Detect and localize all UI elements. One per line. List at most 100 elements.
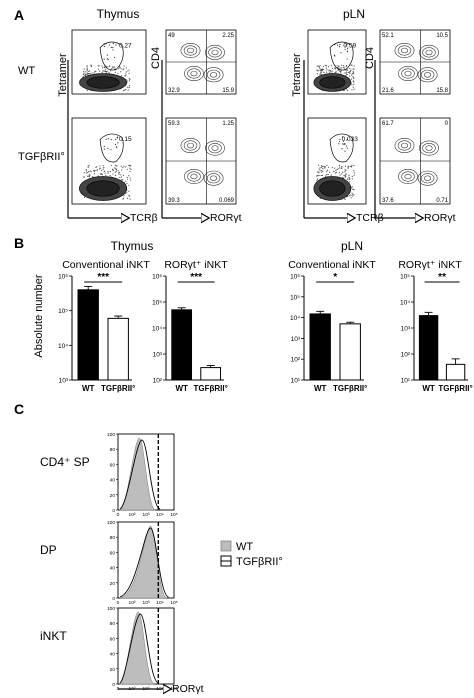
flow-event [85,172,88,174]
flow-event [127,70,129,72]
gated-event [110,46,112,48]
flow-event [118,172,120,174]
flow-event [325,71,328,73]
flow-event [128,175,130,177]
flow-event [114,174,117,177]
panel-a-pln-title: pLN [343,7,365,21]
flow-event [120,71,122,73]
legend-label-ko: TGFβRII° [236,556,283,568]
flow-event [129,177,131,179]
flow-event [128,86,130,89]
flow-event [350,197,352,199]
flow-event [96,170,98,172]
quadrant-ll: 21.6 [382,88,394,94]
flow-event [130,179,132,181]
contour-ring [187,47,195,54]
significance-stars: ** [438,272,446,283]
contour-ring [400,47,408,54]
quadrant-ur: 2.25 [222,33,234,39]
quadrant-lr: 15.8 [436,88,448,94]
flow-event [105,71,108,73]
flow-event [128,190,130,192]
gated-event [347,48,349,50]
flow-event [353,83,355,85]
flow-event [351,187,353,189]
flow-event [340,71,342,73]
flow-event [320,166,323,168]
pln-tetramer-label: Tetramer [291,53,303,97]
flow-event [343,66,345,68]
contour-ring [394,42,415,58]
flow-event [125,67,128,69]
flow-event [84,74,86,76]
flow-event [348,174,350,176]
flow-event [120,169,123,171]
flow-plot-pln_ko-tet: 0.033 [307,117,367,205]
flow-event [319,65,321,67]
flow-event [341,67,343,69]
flow-event [89,173,91,175]
flow-event [82,76,84,78]
gated-event [112,49,114,51]
flow-event [101,67,104,69]
flow-event [341,167,343,169]
flow-event [119,66,121,68]
flow-event [322,68,324,70]
flow-event [89,174,91,177]
flow-event [350,64,352,66]
flow-event [351,74,353,76]
contour-ring [203,67,224,83]
gated-event [334,55,336,57]
hist-y-tick-label: 80 [110,535,116,541]
flow-event [347,71,350,73]
flow-event [353,174,355,176]
gated-event [117,142,119,144]
contour-ring [190,70,198,77]
flow-event [125,88,127,91]
flow-event [344,174,346,176]
gated-event [346,58,348,60]
quadrant-ll: 37.6 [382,198,394,204]
contour-ring [208,47,222,58]
bar-y-tick-label: 10² [401,352,411,359]
flow-event [323,71,325,73]
flow-event [100,167,102,169]
flow-event [120,68,122,70]
flow-event [329,69,332,72]
flow-event [128,80,130,82]
hist-y-tick-label: 20 [110,493,116,499]
flow-event [351,178,353,180]
hist-x-tick-label: 10² [129,600,136,606]
flow-event [316,174,318,177]
flow-event [95,166,98,168]
flow-event [114,167,116,169]
flow-event [318,66,320,68]
contour-ring [205,44,225,60]
hist-y-tick-label: 80 [110,447,116,453]
hist-x-tick-label: 10³ [143,600,150,606]
gated-event [107,58,109,61]
gated-event [334,43,336,46]
flow-event [93,72,95,74]
flow-event [125,71,127,73]
contour-ring [401,68,415,79]
pln-tcrb-label: TCRβ [356,212,384,224]
contour-ring [206,69,221,80]
flow-event [316,73,319,75]
panel-a-thymus-title: Thymus [97,7,140,21]
gated-event [336,44,339,46]
flow-event [94,169,96,172]
hist-x-tick-label: 10⁵ [170,512,177,518]
gated-event [115,44,117,46]
flow-event [344,198,346,200]
flow-plot-thymus_ko-tet: 0.15 [71,117,147,205]
flow-event [322,167,324,170]
flow-event [325,67,328,69]
flow-event [83,176,85,178]
flow-event [351,175,353,177]
flow-plot-pln_ko-quad: 61.7 0 37.6 0.71 [379,117,451,205]
flow-event [353,77,355,80]
flow-event [350,78,353,80]
